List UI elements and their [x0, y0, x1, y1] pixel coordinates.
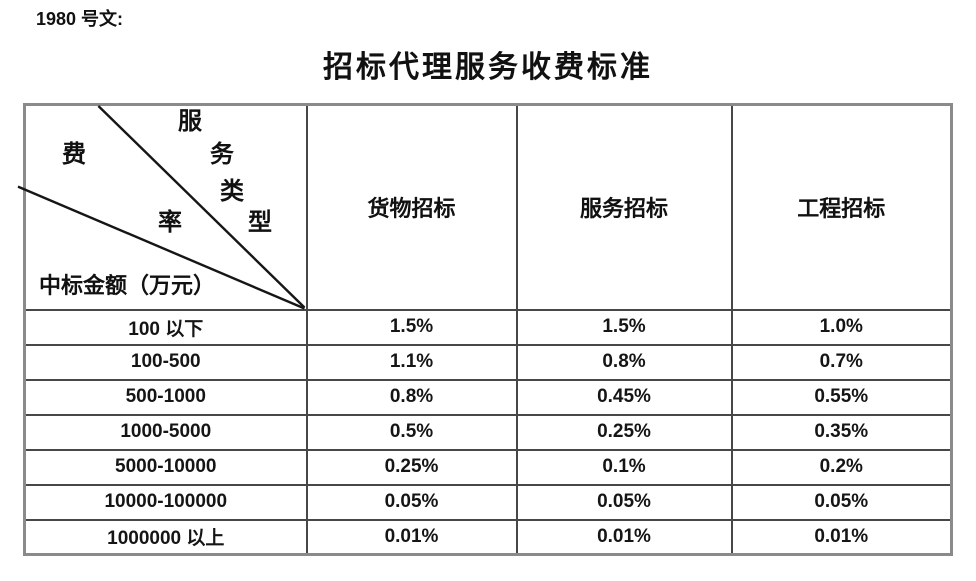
- doc-number-label: 1980 号文:: [36, 9, 124, 29]
- fee-cell: 1.0%: [730, 308, 953, 346]
- row-axis-label: 中标金额（万元）: [39, 273, 216, 298]
- fee-rate-char: 费: [62, 142, 86, 168]
- diagonal-header-cell: 服 务 类 型 费 率 中标金额（万元）: [17, 103, 308, 311]
- fee-cell: 0.05%: [305, 483, 518, 521]
- fee-cell: 1.5%: [305, 308, 518, 346]
- row-label-cell: 100 以下: [23, 308, 308, 346]
- table-row: 5000-10000 0.25% 0.1% 0.2%: [23, 448, 953, 486]
- fee-cell: 0.01%: [730, 518, 953, 556]
- fee-cell: 0.01%: [515, 518, 733, 556]
- fee-cell: 0.7%: [730, 343, 953, 381]
- fee-table: 服 务 类 型 费 率 中标金额（万元） 货物招标 服务招标 工程招标 100 …: [17, 103, 953, 556]
- page-title: 招标代理服务收费标准: [323, 51, 653, 84]
- fee-cell: 0.01%: [305, 518, 518, 556]
- fee-cell: 0.25%: [305, 448, 518, 486]
- table-row: 100 以下 1.5% 1.5% 1.0%: [23, 308, 953, 346]
- table-row: 1000000 以上 0.01% 0.01% 0.01%: [23, 518, 953, 556]
- table-row: 100-500 1.1% 0.8% 0.7%: [23, 343, 953, 381]
- fee-cell: 0.35%: [730, 413, 953, 451]
- service-type-char: 类: [220, 179, 244, 205]
- service-type-char: 服: [178, 109, 202, 135]
- fee-cell: 0.25%: [515, 413, 733, 451]
- table-row: 1000-5000 0.5% 0.25% 0.35%: [23, 413, 953, 451]
- fee-cell: 1.1%: [305, 343, 518, 381]
- fee-cell: 0.1%: [515, 448, 733, 486]
- fee-cell: 0.2%: [730, 448, 953, 486]
- row-label-cell: 500-1000: [23, 378, 308, 416]
- row-label-cell: 10000-100000: [23, 483, 308, 521]
- fee-cell: 0.55%: [730, 378, 953, 416]
- row-label-cell: 1000000 以上: [23, 518, 308, 556]
- fee-cell: 0.45%: [515, 378, 733, 416]
- fee-cell: 0.5%: [305, 413, 518, 451]
- table-row: 500-1000 0.8% 0.45% 0.55%: [23, 378, 953, 416]
- column-header-works: 工程招标: [730, 103, 953, 311]
- fee-cell: 0.05%: [515, 483, 733, 521]
- column-header-goods: 货物招标: [305, 103, 518, 311]
- fee-rate-char: 率: [158, 210, 182, 236]
- service-type-char: 型: [248, 210, 272, 236]
- header-row: 服 务 类 型 费 率 中标金额（万元） 货物招标 服务招标 工程招标: [17, 103, 953, 311]
- fee-cell: 1.5%: [515, 308, 733, 346]
- diagonal-lines: [17, 105, 306, 310]
- column-header-services: 服务招标: [515, 103, 733, 311]
- table-row: 10000-100000 0.05% 0.05% 0.05%: [23, 483, 953, 521]
- fee-cell: 0.8%: [515, 343, 733, 381]
- fee-cell: 0.05%: [730, 483, 953, 521]
- row-label-cell: 5000-10000: [23, 448, 308, 486]
- fee-cell: 0.8%: [305, 378, 518, 416]
- row-label-cell: 100-500: [23, 343, 308, 381]
- service-type-char: 务: [210, 142, 234, 168]
- row-label-cell: 1000-5000: [23, 413, 308, 451]
